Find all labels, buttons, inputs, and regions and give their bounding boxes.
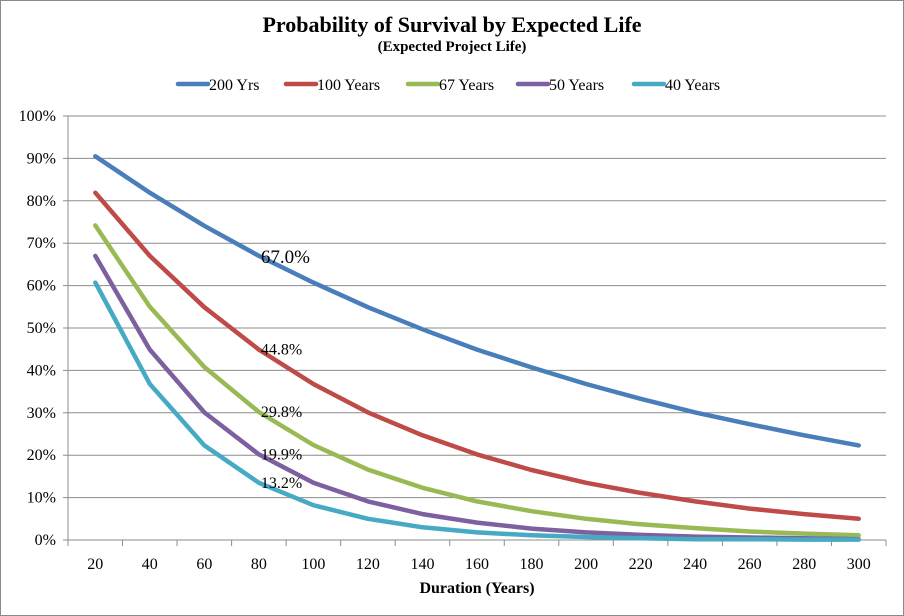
gridlines — [68, 115, 886, 499]
x-tick-label: 60 — [196, 556, 212, 573]
legend-label: 200 Yrs — [209, 77, 260, 94]
x-tick-label: 220 — [629, 556, 653, 573]
y-tick-label: 0% — [35, 532, 56, 549]
x-tick-label: 140 — [410, 556, 434, 573]
series-line-1 — [93, 154, 861, 448]
y-tick-label: 90% — [27, 150, 56, 167]
chart-subtitle: (Expected Project Life) — [377, 39, 527, 55]
data-label: 67.0% — [261, 247, 310, 268]
x-tick-label: 240 — [683, 556, 707, 573]
legend-label: 50 Years — [549, 77, 604, 94]
x-tick-label: 100 — [301, 556, 325, 573]
data-label: 19.9% — [261, 446, 302, 463]
x-tick-label: 260 — [738, 556, 762, 573]
series-lines — [93, 154, 861, 542]
axes — [63, 115, 887, 546]
series-line-3 — [93, 223, 861, 538]
series-line-5 — [93, 280, 861, 542]
legend: 200 Yrs 100 Years 67 Years 50 Years 40 Years — [175, 77, 720, 94]
x-tick-label: 300 — [847, 556, 871, 573]
data-label: 13.2% — [261, 475, 302, 492]
series-line-4 — [93, 253, 861, 542]
x-tick-label: 20 — [87, 556, 103, 573]
x-tick-label: 40 — [142, 556, 158, 573]
series-line-2 — [93, 190, 861, 522]
y-tick-label: 20% — [27, 447, 56, 464]
y-tick-label: 80% — [27, 193, 56, 210]
y-tick-label: 70% — [27, 235, 56, 252]
y-tick-label: 60% — [27, 278, 56, 295]
data-label: 44.8% — [261, 342, 302, 359]
x-tick-label: 120 — [356, 556, 380, 573]
y-tick-label: 100% — [19, 108, 56, 125]
legend-label: 40 Years — [665, 77, 720, 94]
y-tick-label: 10% — [27, 490, 56, 507]
y-tick-labels: 0% 10% 20% 30% 40% 50% 60% 70% 80% 90% 100% — [19, 108, 56, 549]
x-tick-labels: 20 40 60 80 100 120 140 160 180 200 220 240 260 280 30… — [87, 556, 870, 573]
x-tick-label: 80 — [251, 556, 267, 573]
x-tick-label: 160 — [465, 556, 489, 573]
y-tick-label: 40% — [27, 362, 56, 379]
x-axis-label: Duration (Years) — [419, 580, 534, 597]
data-annotations: 67.0% 44.8% 29.8% 19.9% 13.2% — [261, 247, 310, 492]
x-tick-label: 180 — [520, 556, 544, 573]
legend-label: 67 Years — [439, 77, 494, 94]
x-tick-label: 280 — [792, 556, 816, 573]
chart-title: Probability of Survival by Expected Life — [262, 12, 642, 37]
y-tick-label: 30% — [27, 405, 56, 422]
legend-label: 100 Years — [317, 77, 380, 94]
data-label: 29.8% — [261, 404, 302, 421]
y-tick-label: 50% — [27, 320, 56, 337]
x-tick-label: 200 — [574, 556, 598, 573]
